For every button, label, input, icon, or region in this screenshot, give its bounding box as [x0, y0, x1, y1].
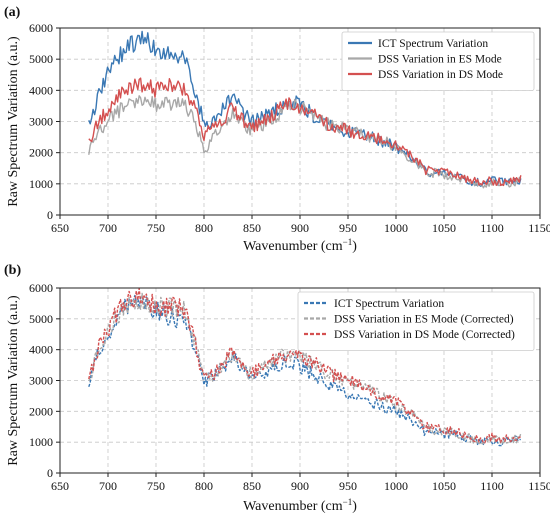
x-tick-label: 800: [195, 221, 213, 235]
legend-box: [297, 291, 535, 351]
x-tick-label: 1000: [384, 479, 408, 493]
x-axis-label-tail: ): [352, 239, 357, 254]
x-tick-label: 1150: [528, 479, 550, 493]
series-line-3: [88, 287, 521, 444]
x-axis-label: Wavenumber (cm−1): [243, 237, 357, 254]
x-tick-label: 650: [51, 221, 69, 235]
y-tick-label: 6000: [29, 281, 53, 295]
x-tick-label: 900: [291, 479, 309, 493]
x-axis-label-main: Wavenumber (cm: [243, 499, 343, 514]
x-tick-label: 700: [99, 221, 117, 235]
y-axis-label: Raw Spectrum Variation (a.u.): [6, 295, 21, 466]
legend-entry-label: ICT Spectrum Variation: [334, 298, 444, 310]
chart-panel-a: 650 700 750 800 850 900 950 1000 1050 1100 1150 0 10…: [4, 5, 550, 254]
y-tick-label: 4000: [29, 83, 53, 97]
legend-box: [341, 31, 535, 91]
y-axis-label: Raw Spectrum Variation (a.u.): [6, 36, 21, 207]
legend-entry-label: DSS Variation in ES Mode: [378, 54, 502, 66]
x-tick-label: 1100: [480, 221, 504, 235]
x-axis-label-tail: ): [352, 499, 357, 514]
legend: ICT Spectrum Variation DSS Variation in E…: [297, 291, 535, 351]
y-tick-label: 2000: [29, 146, 53, 160]
y-tick-label: 6000: [29, 21, 53, 35]
x-tick-label: 950: [339, 221, 357, 235]
y-tick-label: 0: [47, 208, 53, 222]
y-tick-label: 0: [47, 466, 53, 480]
y-tick-label: 4000: [29, 343, 53, 357]
x-tick-label: 900: [291, 221, 309, 235]
panel-label: (b): [4, 263, 21, 278]
x-tick-label: 1050: [432, 479, 456, 493]
x-axis-label-superscript: −1: [343, 497, 353, 507]
x-tick-label: 800: [195, 479, 213, 493]
x-axis-label-main: Wavenumber (cm: [243, 239, 343, 254]
x-tick-label: 950: [339, 479, 357, 493]
y-tick-label: 1000: [29, 435, 53, 449]
x-tick-label: 850: [243, 479, 261, 493]
series-line-2: [88, 95, 522, 189]
legend-entry-label: DSS Variation in DS Mode: [378, 69, 503, 81]
legend: ICT Spectrum Variation DSS Variation in E…: [341, 31, 535, 91]
y-tick-label: 3000: [29, 374, 53, 388]
series-line-3: [88, 77, 522, 187]
legend-entry-label: DSS Variation in ES Mode (Corrected): [334, 314, 514, 326]
y-tick-label: 5000: [29, 52, 53, 66]
x-tick-label: 700: [99, 479, 117, 493]
x-tick-label: 1000: [384, 221, 408, 235]
y-tick-label: 1000: [29, 177, 53, 191]
chart-panel-b: 650 700 750 800 850 900 950 1000 1050 1100 1150 0 10…: [4, 263, 550, 514]
legend-entry-label: DSS Variation in DS Mode (Corrected): [334, 329, 515, 341]
x-tick-label: 750: [147, 479, 165, 493]
x-axis-label-superscript: −1: [343, 237, 353, 247]
legend-entry-label: ICT Spectrum Variation: [378, 38, 488, 50]
x-tick-label: 850: [243, 221, 261, 235]
x-tick-label: 1100: [480, 479, 504, 493]
y-tick-label: 3000: [29, 115, 53, 129]
x-tick-label: 1050: [432, 221, 456, 235]
panel-label: (a): [4, 5, 21, 20]
x-tick-label: 750: [147, 221, 165, 235]
y-tick-label: 5000: [29, 312, 53, 326]
y-tick-label: 2000: [29, 404, 53, 418]
x-tick-label: 1150: [528, 221, 550, 235]
x-axis-label: Wavenumber (cm−1): [243, 497, 357, 514]
x-tick-label: 650: [51, 479, 69, 493]
